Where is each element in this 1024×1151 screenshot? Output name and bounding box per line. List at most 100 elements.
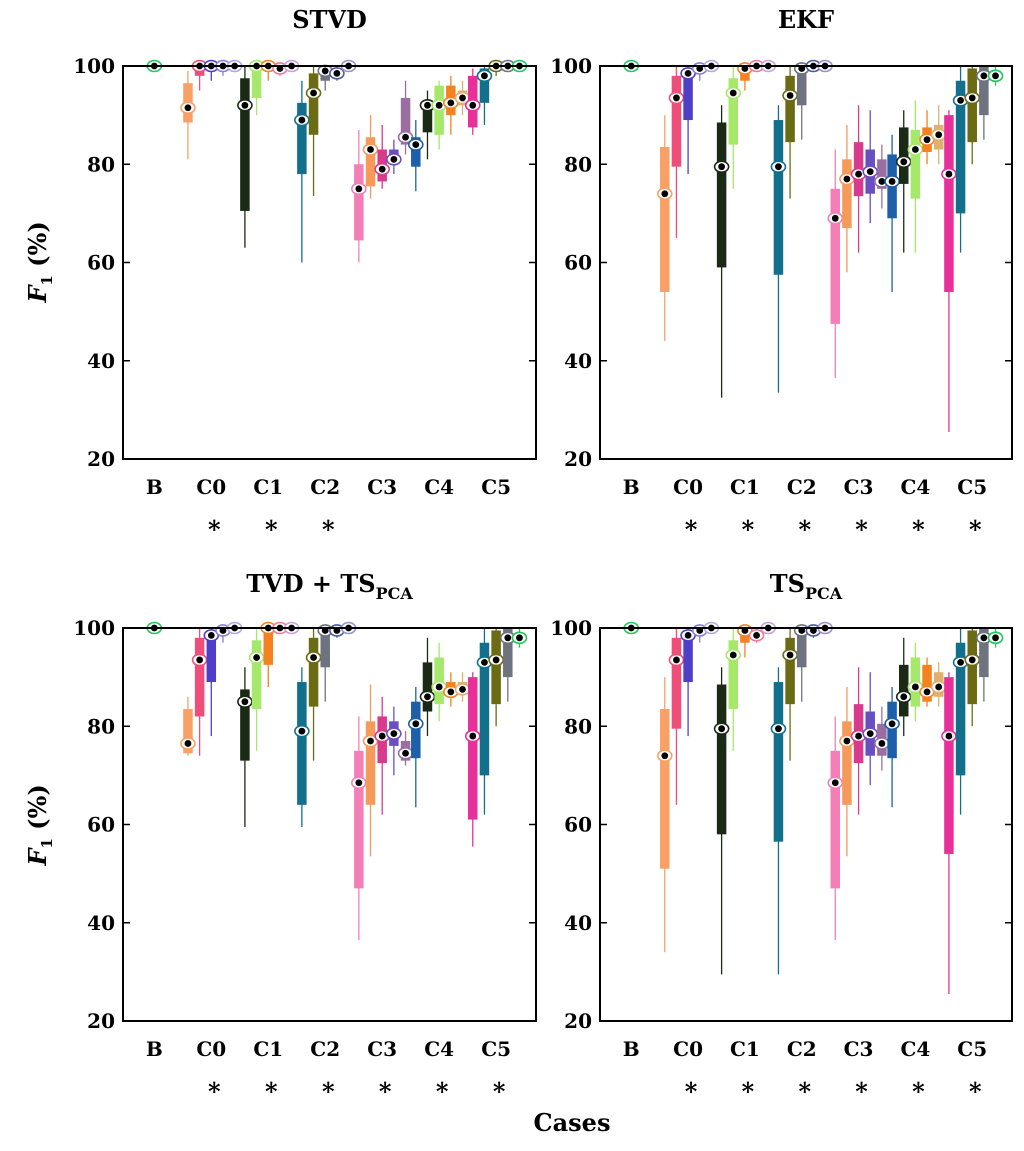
box-c5-5	[511, 628, 528, 648]
box-c1-1	[713, 667, 730, 975]
x-tick-label-c3: C3	[367, 1037, 397, 1061]
median-dot	[980, 634, 988, 642]
y-tick-label: 20	[87, 1009, 115, 1033]
median-dot	[957, 96, 964, 104]
box-c3-3	[374, 696, 390, 815]
box-body	[671, 637, 682, 729]
median-dot	[492, 656, 500, 664]
median-dot	[775, 725, 782, 733]
x-axis-label: Cases	[534, 1108, 611, 1137]
median-dot	[184, 740, 192, 747]
median-dot	[935, 131, 943, 139]
box-body	[251, 66, 262, 98]
box-body	[922, 664, 932, 702]
median-dot	[684, 631, 692, 639]
median-dot	[378, 165, 386, 173]
x-tick-label-b: B	[146, 475, 163, 499]
plot-frame	[599, 65, 1013, 460]
box-c0-1	[656, 115, 673, 342]
median-dot	[831, 779, 839, 787]
box-c5-5	[987, 628, 1004, 648]
median-dot	[412, 720, 420, 728]
box-body	[354, 750, 364, 889]
median-dot	[298, 116, 306, 124]
y-tick-label: 60	[87, 813, 115, 837]
median-dot	[911, 146, 919, 153]
box-body	[422, 662, 433, 712]
median-dot	[945, 170, 953, 178]
y-axis-label-bottom: F1 (%)	[23, 784, 56, 866]
box-c4-1	[408, 120, 424, 192]
median-dot	[516, 634, 523, 642]
box-body	[660, 147, 670, 292]
significance-marker: *	[379, 1077, 392, 1106]
box-body	[411, 137, 421, 167]
box-c3-4	[386, 706, 402, 776]
median-dot	[968, 94, 976, 102]
box-body	[683, 630, 693, 683]
box-body	[967, 630, 977, 705]
box-c0-2	[668, 628, 685, 805]
median-dot	[435, 683, 443, 691]
median-dot	[481, 72, 488, 80]
box-body	[944, 115, 954, 292]
x-tick-label-b: B	[623, 1037, 640, 1061]
significance-marker: *	[855, 515, 868, 544]
median-dot	[355, 779, 363, 787]
y-tick-label: 60	[564, 251, 592, 275]
box-c4-4	[443, 672, 459, 707]
plot-frame	[122, 627, 537, 1022]
median-dot	[843, 737, 851, 745]
y-tick-label: 20	[564, 1009, 592, 1033]
median-dot	[968, 656, 976, 664]
box-body	[400, 97, 411, 145]
box-c4-5	[930, 105, 947, 165]
median-dot	[424, 693, 431, 701]
median-dot	[753, 631, 760, 639]
box-body	[842, 159, 852, 229]
panel-title: TSPCA	[770, 569, 843, 603]
median-dot	[729, 89, 737, 97]
box-c3-4	[862, 672, 879, 786]
x-tick-label-c5: C5	[957, 475, 987, 499]
y-tick-label: 60	[87, 251, 115, 275]
box-body	[773, 682, 784, 842]
box-body	[660, 709, 670, 869]
box-c2-2	[782, 628, 798, 761]
box-c3-5	[874, 144, 890, 209]
box-c4-2	[419, 637, 436, 737]
y-tick-label: 100	[550, 54, 592, 78]
panel-title-main: TS	[770, 569, 805, 598]
median-dot	[866, 168, 874, 176]
box-c4-3	[431, 642, 447, 722]
box-c4-4	[919, 657, 935, 707]
median-dot	[718, 725, 726, 733]
box-c0-3	[680, 66, 696, 175]
median-dot	[207, 631, 215, 639]
y-tick-label: 80	[564, 152, 592, 176]
box-body	[491, 630, 501, 705]
median-dot	[333, 69, 341, 77]
box-c2-2	[782, 66, 798, 199]
median-dot	[469, 101, 477, 109]
panel-title: EKF	[778, 5, 834, 34]
median-dot	[673, 656, 680, 664]
box-body	[263, 628, 274, 665]
median-dot	[855, 732, 862, 740]
median-dot	[923, 136, 931, 144]
significance-marker: *	[742, 515, 755, 544]
box-c3-5	[874, 706, 890, 771]
box-c3-5	[397, 731, 414, 766]
box-c4-1	[408, 686, 424, 808]
box-c4-4	[443, 75, 459, 135]
box-c4-5	[930, 662, 947, 707]
box-c3-2	[362, 115, 379, 199]
x-tick-label-c2: C2	[787, 475, 817, 499]
significance-marker: *	[436, 1077, 449, 1106]
significance-marker: *	[912, 1077, 925, 1106]
x-tick-label-c0: C0	[673, 1037, 703, 1061]
median-dot	[718, 163, 726, 171]
significance-marker: *	[208, 1077, 221, 1106]
median-dot	[241, 698, 249, 706]
median-dot	[843, 175, 851, 183]
